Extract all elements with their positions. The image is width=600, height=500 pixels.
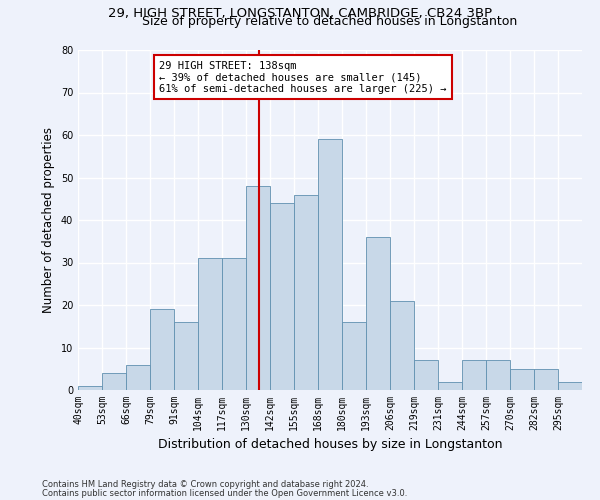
Bar bbox=[462, 360, 486, 390]
Title: Size of property relative to detached houses in Longstanton: Size of property relative to detached ho… bbox=[142, 15, 518, 28]
Bar bbox=[102, 373, 126, 390]
Bar bbox=[174, 322, 198, 390]
Bar bbox=[414, 360, 438, 390]
Text: 29 HIGH STREET: 138sqm
← 39% of detached houses are smaller (145)
61% of semi-de: 29 HIGH STREET: 138sqm ← 39% of detached… bbox=[159, 60, 447, 94]
Bar bbox=[126, 364, 150, 390]
X-axis label: Distribution of detached houses by size in Longstanton: Distribution of detached houses by size … bbox=[158, 438, 502, 452]
Bar bbox=[486, 360, 510, 390]
Text: 29, HIGH STREET, LONGSTANTON, CAMBRIDGE, CB24 3BP: 29, HIGH STREET, LONGSTANTON, CAMBRIDGE,… bbox=[108, 8, 492, 20]
Bar bbox=[534, 369, 558, 390]
Bar bbox=[222, 258, 246, 390]
Bar bbox=[270, 203, 294, 390]
Bar bbox=[78, 386, 102, 390]
Text: Contains HM Land Registry data © Crown copyright and database right 2024.: Contains HM Land Registry data © Crown c… bbox=[42, 480, 368, 489]
Bar bbox=[390, 300, 414, 390]
Bar bbox=[366, 237, 390, 390]
Bar bbox=[294, 194, 318, 390]
Bar bbox=[246, 186, 270, 390]
Bar bbox=[558, 382, 582, 390]
Bar bbox=[510, 369, 534, 390]
Text: Contains public sector information licensed under the Open Government Licence v3: Contains public sector information licen… bbox=[42, 489, 407, 498]
Bar bbox=[342, 322, 366, 390]
Bar bbox=[198, 258, 222, 390]
Bar bbox=[318, 139, 342, 390]
Y-axis label: Number of detached properties: Number of detached properties bbox=[42, 127, 55, 313]
Bar bbox=[150, 309, 174, 390]
Bar bbox=[438, 382, 462, 390]
